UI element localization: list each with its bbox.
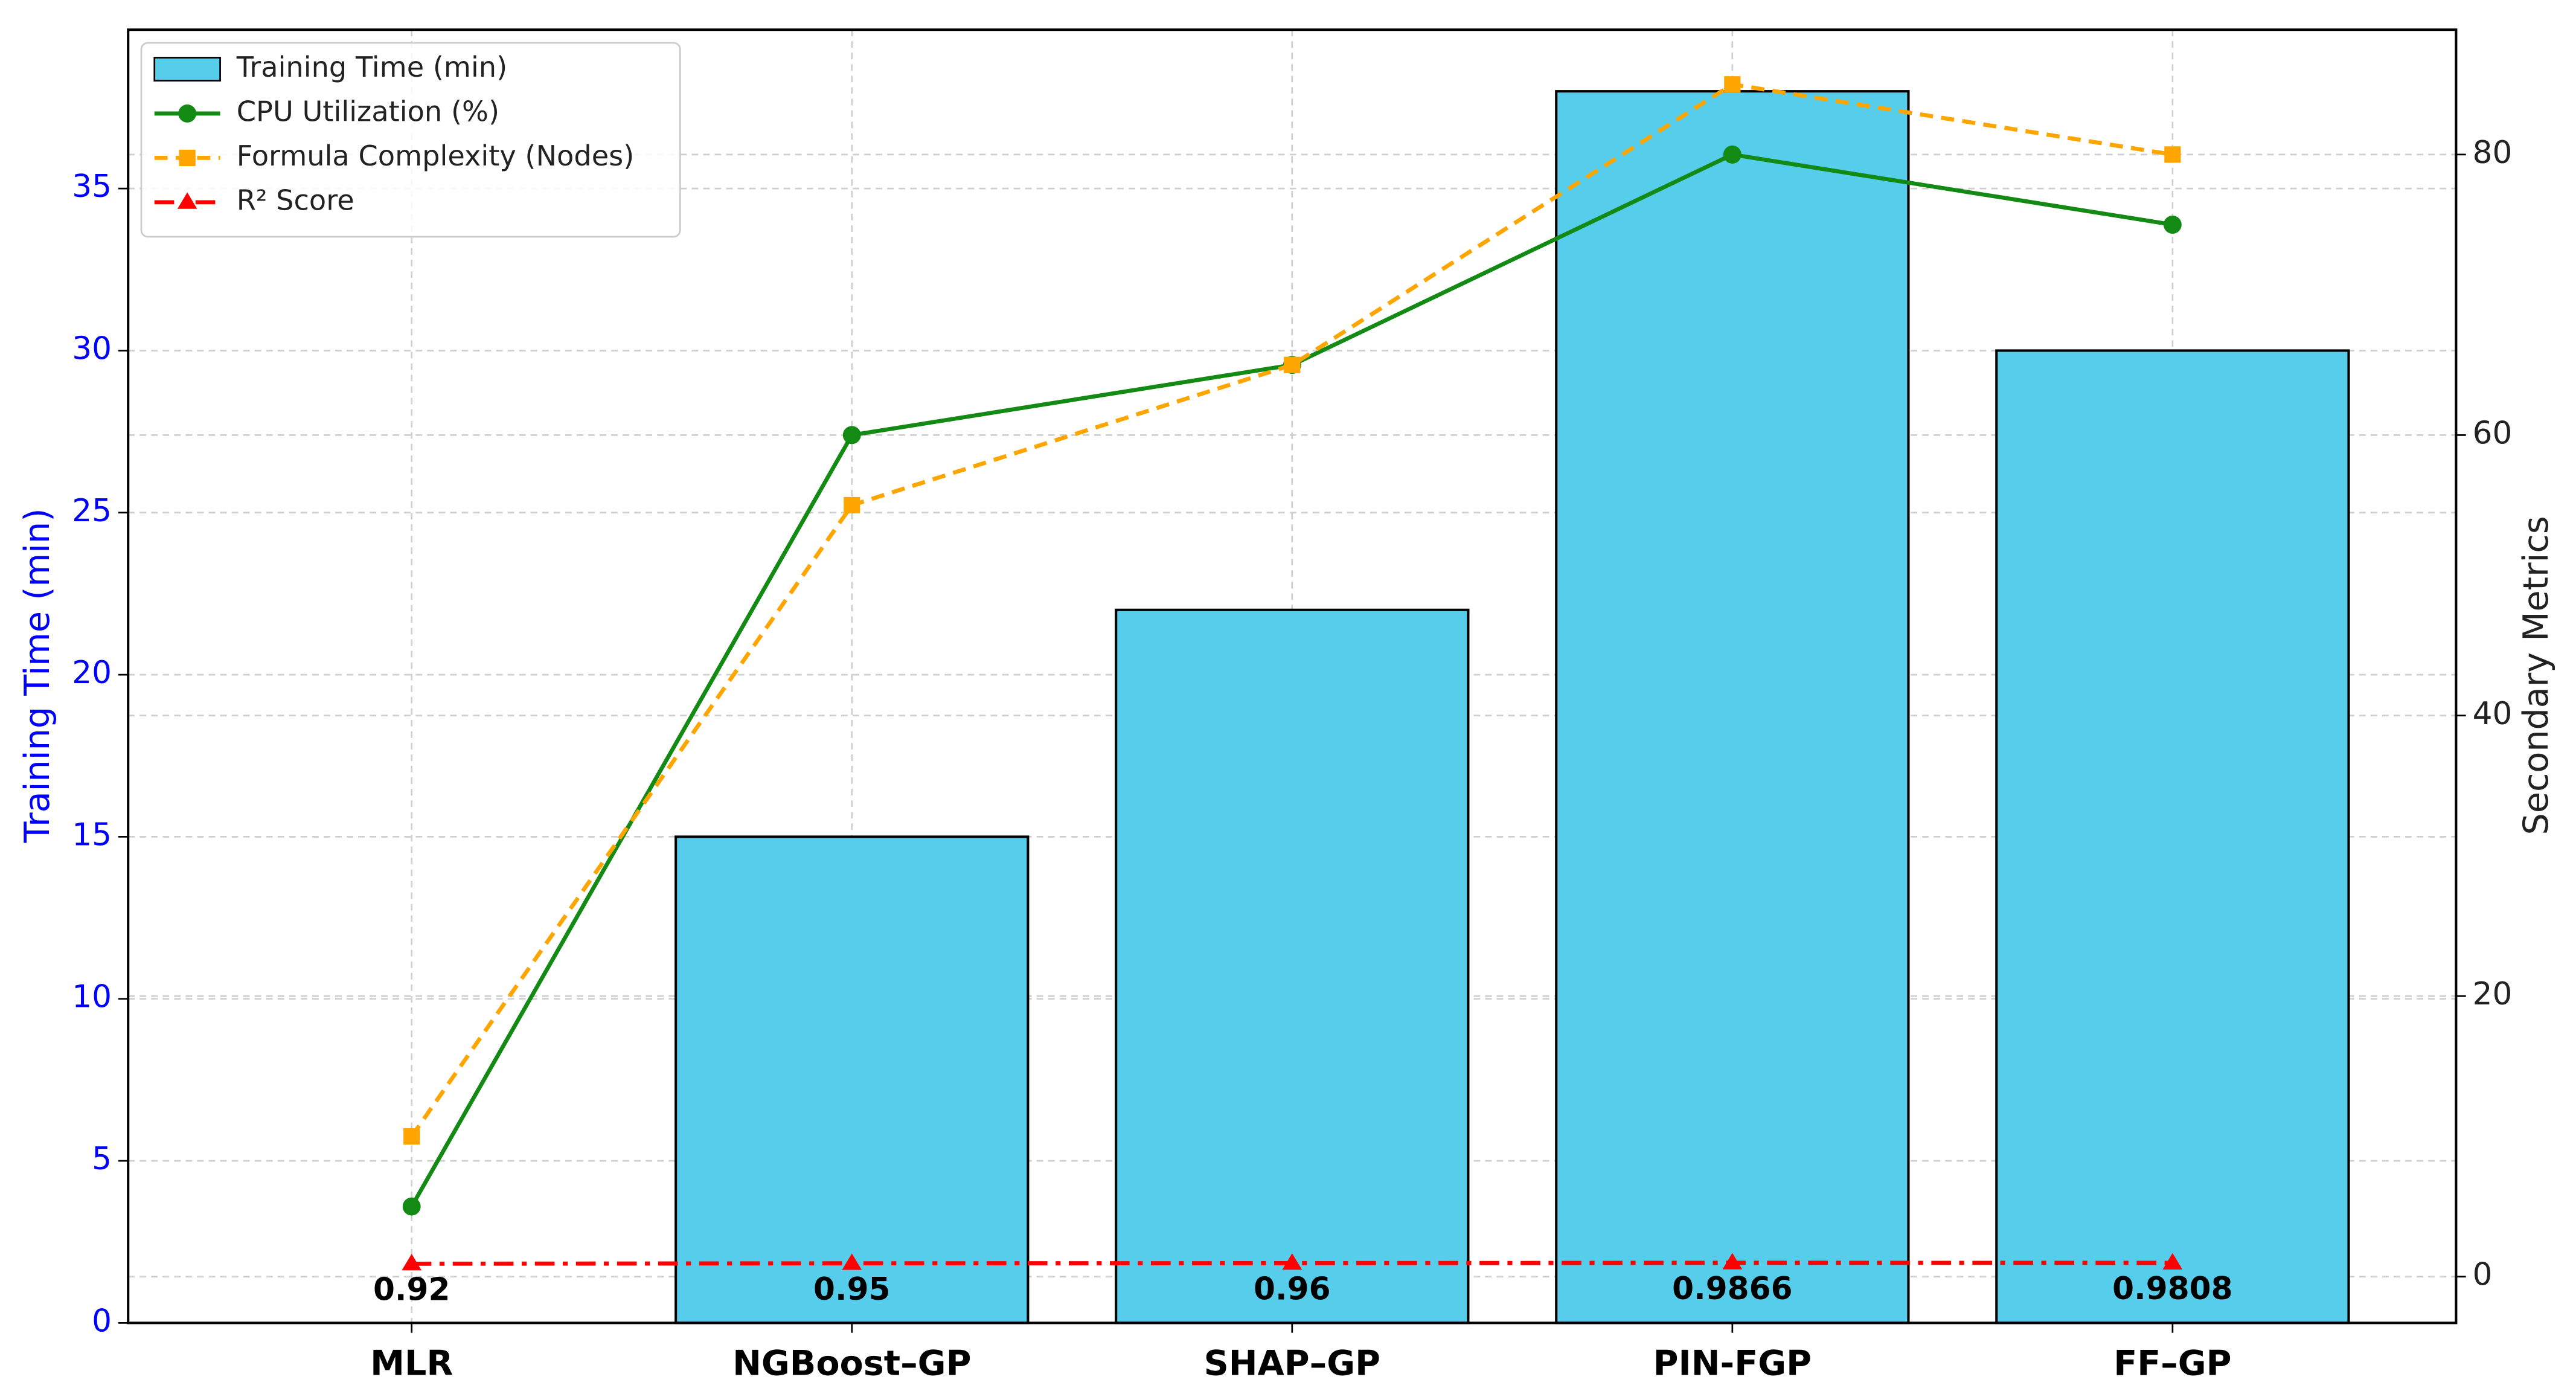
marker bbox=[179, 149, 196, 167]
line bbox=[409, 82, 2173, 1138]
bar bbox=[1555, 90, 1910, 1325]
legend-label: Training Time (min) bbox=[236, 51, 507, 83]
marker bbox=[1282, 1253, 1302, 1270]
marker bbox=[178, 104, 197, 123]
marker bbox=[2163, 216, 2182, 234]
x-tick-label: MLR bbox=[370, 1344, 453, 1384]
marker bbox=[1724, 76, 1741, 93]
legend-box bbox=[140, 42, 681, 238]
data-label: 0.9866 bbox=[1672, 1271, 1792, 1307]
y-tick-label: 35 bbox=[72, 169, 112, 205]
data-label: 0.96 bbox=[1254, 1271, 1331, 1308]
marker bbox=[844, 496, 860, 514]
plot-frame bbox=[127, 28, 2458, 1325]
y-tick-label: 20 bbox=[72, 655, 112, 691]
y-tick-label: 5 bbox=[92, 1141, 112, 1177]
x-tick-label: NGBoost–GP bbox=[732, 1344, 971, 1384]
data-label: 0.9808 bbox=[2112, 1271, 2232, 1307]
y2-axis-label: Secondary Metrics bbox=[2516, 516, 2556, 835]
marks: 0.92 0.95 0.96 0.9866 0.9808 bbox=[373, 76, 2350, 1325]
marker bbox=[842, 426, 861, 445]
legend-label: R² Score bbox=[237, 184, 354, 216]
y2-tick-label: 20 bbox=[2473, 976, 2513, 1012]
marker bbox=[1284, 356, 1301, 373]
marker bbox=[2164, 146, 2181, 163]
marker bbox=[402, 1254, 422, 1271]
marker bbox=[842, 1253, 862, 1270]
bar bbox=[1115, 608, 1470, 1325]
x-tick-label: FF–GP bbox=[2113, 1344, 2231, 1384]
data-label: 0.95 bbox=[813, 1271, 891, 1308]
y2-tick-label: 40 bbox=[2473, 696, 2513, 732]
y-tick-label: 0 bbox=[92, 1303, 112, 1339]
marker bbox=[402, 1197, 421, 1216]
y-tick-label: 15 bbox=[72, 817, 112, 853]
legend-label: CPU Utilization (%) bbox=[237, 95, 499, 127]
y-tick-label: 30 bbox=[72, 330, 112, 367]
marker bbox=[1722, 1253, 1743, 1270]
y-tick-label: 10 bbox=[72, 979, 112, 1015]
x-tick-label: PIN-FGP bbox=[1653, 1344, 1812, 1384]
y-tick-label: 25 bbox=[72, 493, 112, 529]
y2-tick-label: 0 bbox=[2473, 1257, 2493, 1293]
marker bbox=[403, 1128, 420, 1145]
legend-swatch bbox=[153, 57, 221, 82]
marker bbox=[1723, 145, 1741, 164]
x-tick-label: SHAP–GP bbox=[1204, 1344, 1380, 1384]
legend: Training Time (min) CPU Utilization (%) Fo… bbox=[140, 42, 681, 238]
data-label: 0.92 bbox=[373, 1272, 450, 1308]
y2-tick-label: 80 bbox=[2473, 135, 2513, 171]
y-axis-label: Training Time (min) bbox=[18, 508, 57, 843]
bar bbox=[674, 835, 1030, 1325]
y2-tick-label: 60 bbox=[2473, 415, 2513, 451]
marker bbox=[177, 192, 197, 209]
bar bbox=[1995, 349, 2350, 1325]
legend-label: Formula Complexity (Nodes) bbox=[237, 140, 635, 172]
marker bbox=[2162, 1253, 2183, 1270]
